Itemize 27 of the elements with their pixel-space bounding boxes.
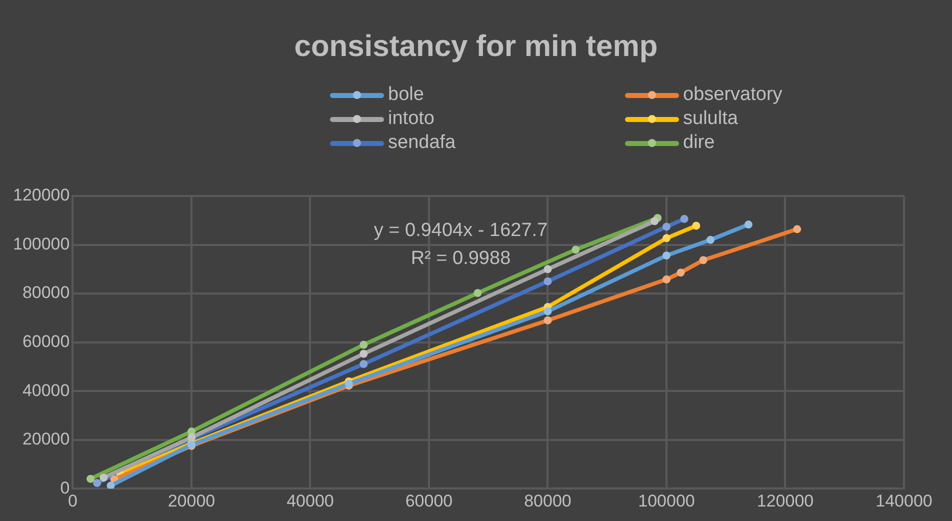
annotation: y = 0.9404x - 1627.7 — [374, 220, 548, 241]
x-tick-label: 40000 — [286, 491, 334, 510]
y-tick-label: 100000 — [12, 234, 70, 254]
legend-label: sululta — [683, 108, 738, 130]
x-tick-label: 20000 — [168, 491, 216, 510]
legend-label: observatory — [683, 84, 782, 106]
x-tick-label: 120000 — [756, 491, 814, 510]
x-tick-label: 140000 — [876, 491, 932, 510]
point — [100, 474, 108, 482]
y-tick-label: 20000 — [22, 430, 70, 449]
y-tick-label: 40000 — [22, 380, 70, 400]
legend-label: sendafa — [388, 132, 456, 154]
legend-label: intoto — [388, 108, 434, 130]
x-tick-label: 80000 — [524, 491, 572, 510]
y-tick-label: 120000 — [12, 186, 70, 205]
x-tick-label: 60000 — [405, 491, 453, 510]
annotation: R² = 0.9988 — [410, 248, 511, 269]
point — [360, 350, 368, 358]
legend-label: bole — [388, 84, 424, 106]
x-tick-label: 100000 — [638, 491, 695, 510]
legend-label: dire — [683, 132, 715, 154]
y-tick-label: 60000 — [22, 332, 70, 351]
chart-title: consistancy for min temp — [293, 30, 659, 64]
point — [544, 265, 552, 274]
y-tick-label: 80000 — [22, 283, 70, 302]
point — [650, 217, 659, 226]
y-tick-label: 0 — [60, 478, 70, 498]
